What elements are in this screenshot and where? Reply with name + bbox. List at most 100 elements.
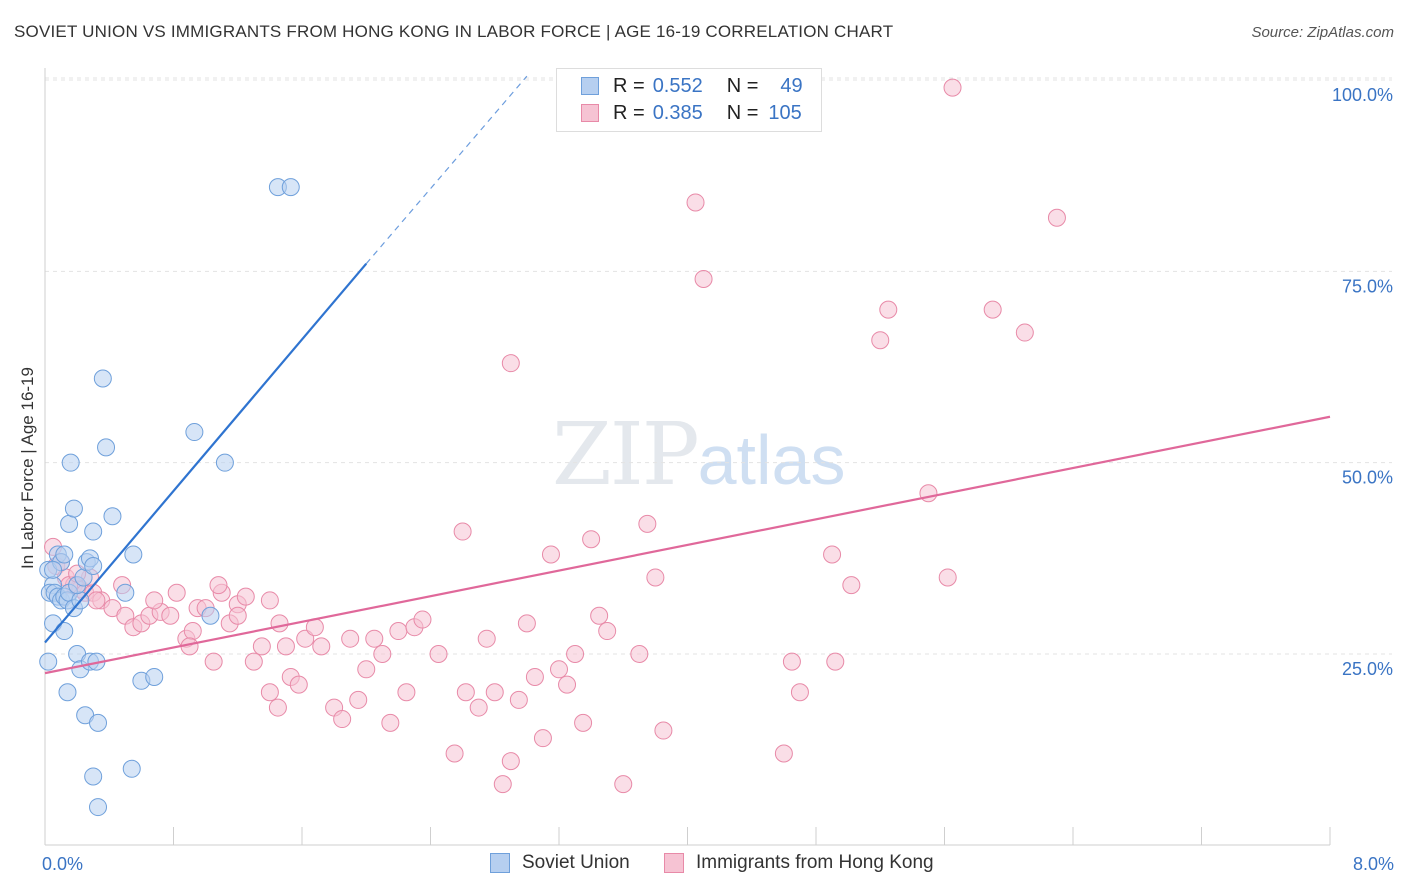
hong-kong-point bbox=[525, 667, 544, 686]
hong-kong-point bbox=[389, 622, 408, 641]
hong-kong-point bbox=[550, 660, 568, 679]
soviet-union-point bbox=[185, 423, 204, 442]
hong-kong-point bbox=[381, 713, 400, 732]
n-value: 49 bbox=[780, 75, 803, 97]
hong-kong-point bbox=[919, 484, 938, 503]
y-tick-label: 75.0% bbox=[1342, 276, 1393, 296]
soviet-union-trendline bbox=[44, 262, 368, 644]
hong-kong-point bbox=[349, 690, 368, 709]
soviet-union-swatch bbox=[490, 853, 510, 873]
hong-kong-point bbox=[879, 300, 898, 319]
hong-kong-point bbox=[590, 606, 609, 625]
hong-kong-point bbox=[842, 576, 861, 595]
hong-kong-point bbox=[469, 698, 488, 717]
hong-kong-point bbox=[686, 193, 705, 212]
soviet-union-point bbox=[84, 767, 103, 786]
hong-kong-point bbox=[598, 622, 617, 641]
hong-kong-point bbox=[614, 775, 633, 794]
hong-kong-point bbox=[638, 514, 657, 533]
hong-kong-point bbox=[694, 269, 713, 288]
soviet-union-point bbox=[89, 713, 108, 732]
soviet-union-point bbox=[89, 798, 108, 817]
hong-kong-point bbox=[167, 583, 186, 602]
hong-kong-point bbox=[509, 690, 528, 709]
watermark: ZIPatlas bbox=[552, 405, 845, 505]
r-label: R = bbox=[613, 75, 645, 97]
y-tick-label: 25.0% bbox=[1342, 659, 1393, 679]
r-label: R = bbox=[613, 102, 645, 124]
hong-kong-point bbox=[145, 591, 164, 610]
hong-kong-point bbox=[477, 629, 496, 648]
hong-kong-point bbox=[1015, 323, 1034, 342]
soviet-union-point bbox=[93, 369, 112, 388]
hong-kong-point bbox=[558, 675, 577, 694]
soviet-union-point bbox=[58, 683, 77, 702]
hong-kong-swatch bbox=[581, 104, 599, 122]
hong-kong-point bbox=[296, 629, 315, 648]
soviet-union-point bbox=[103, 507, 122, 526]
watermark-atlas: atlas bbox=[697, 421, 846, 499]
hong-kong-point bbox=[413, 610, 432, 629]
soviet-union-swatch bbox=[581, 77, 599, 95]
soviet-union-point bbox=[145, 667, 164, 686]
hong-kong-point bbox=[429, 645, 448, 663]
hong-kong-point bbox=[938, 568, 957, 587]
soviet-union-point bbox=[60, 514, 79, 533]
hong-kong-point bbox=[228, 606, 247, 625]
hong-kong-point bbox=[501, 354, 520, 373]
hong-kong-point bbox=[823, 545, 842, 564]
soviet-union-point bbox=[215, 453, 234, 472]
hong-kong-point bbox=[453, 522, 472, 541]
hong-kong-point bbox=[183, 622, 202, 641]
hong-kong-point bbox=[485, 683, 504, 702]
soviet-union-point bbox=[201, 606, 220, 625]
soviet-union-point bbox=[44, 560, 63, 579]
soviet-union-trendline-extension bbox=[365, 75, 528, 265]
hong-kong-point bbox=[252, 637, 271, 656]
hong-kong-point bbox=[397, 683, 416, 702]
legend-label: Soviet Union bbox=[522, 852, 630, 873]
hong-kong-point bbox=[333, 710, 352, 729]
hong-kong-point bbox=[260, 683, 279, 702]
soviet-union-point bbox=[97, 438, 116, 457]
soviet-union-point bbox=[84, 556, 103, 575]
hong-kong-point bbox=[209, 576, 228, 595]
hong-kong-point bbox=[501, 752, 520, 771]
hong-kong-point bbox=[204, 652, 223, 671]
hong-kong-point bbox=[365, 629, 384, 648]
hong-kong-point bbox=[276, 637, 295, 656]
soviet-union-point bbox=[61, 453, 80, 472]
legend-row-soviet-union: R = 0.552 N = 49 bbox=[581, 75, 803, 98]
hong-kong-point bbox=[782, 652, 801, 671]
hong-kong-point bbox=[357, 660, 376, 679]
hong-kong-trendline bbox=[44, 415, 1331, 675]
hong-kong-point bbox=[943, 78, 962, 97]
hong-kong-point bbox=[630, 645, 649, 663]
hong-kong-point bbox=[1047, 208, 1066, 227]
series-legend: Soviet Union Immigrants from Hong Kong bbox=[0, 852, 1406, 878]
watermark-zip: ZIP bbox=[552, 405, 700, 505]
hong-kong-point bbox=[373, 645, 392, 663]
hong-kong-point bbox=[533, 729, 552, 748]
hong-kong-point bbox=[566, 645, 585, 663]
hong-kong-point bbox=[268, 698, 287, 717]
x-tick-label: 8.0% bbox=[1353, 854, 1394, 874]
hong-kong-point bbox=[456, 683, 475, 702]
correlation-legend: R = 0.552 N = 49 R = 0.385 N = 105 bbox=[556, 68, 822, 132]
legend-item-hong-kong: Immigrants from Hong Kong bbox=[664, 852, 934, 874]
soviet-union-point bbox=[122, 759, 141, 778]
n-value: 105 bbox=[768, 102, 802, 124]
soviet-union-point bbox=[84, 522, 103, 541]
hong-kong-point bbox=[517, 614, 536, 633]
hong-kong-point bbox=[312, 637, 331, 656]
legend-label: Immigrants from Hong Kong bbox=[696, 852, 934, 873]
hong-kong-point bbox=[161, 606, 180, 625]
hong-kong-point bbox=[582, 530, 601, 549]
soviet-union-point bbox=[64, 499, 83, 518]
n-label: N = bbox=[726, 75, 759, 97]
hong-kong-point bbox=[341, 629, 360, 648]
hong-kong-point bbox=[493, 775, 512, 794]
n-label: N = bbox=[726, 102, 759, 124]
hong-kong-point bbox=[826, 652, 845, 671]
